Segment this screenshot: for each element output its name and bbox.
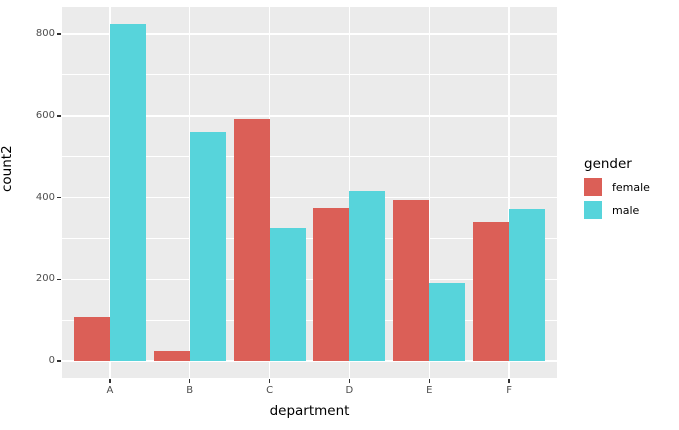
legend-item-female: female xyxy=(584,178,650,196)
x-axis-title: department xyxy=(269,403,350,419)
legend-items: female male xyxy=(584,178,650,219)
bar-A-male xyxy=(109,23,146,362)
bar-C-male xyxy=(269,228,306,362)
y-tick-mark xyxy=(57,278,61,281)
y-axis-title: count2 xyxy=(0,145,15,192)
plot-panel xyxy=(62,7,557,378)
gridline-vertical-F xyxy=(508,7,510,378)
x-tick-mark xyxy=(268,379,271,383)
bar-F-female xyxy=(473,221,510,362)
y-tick-mark xyxy=(57,360,61,362)
y-tick-label: 600 xyxy=(35,109,55,121)
x-tick-mark xyxy=(508,379,510,383)
gridline-major xyxy=(62,360,557,362)
y-tick-label: 400 xyxy=(35,191,55,203)
legend-swatch-female xyxy=(584,178,602,196)
x-tick-mark xyxy=(428,379,430,383)
gridline-major xyxy=(62,278,557,281)
gridline-minor xyxy=(62,237,557,239)
x-tick-label-C: C xyxy=(266,385,274,396)
x-tick-label-E: E xyxy=(426,385,433,396)
x-tick-mark xyxy=(109,379,111,383)
bar-D-male xyxy=(349,190,386,362)
gridline-minor xyxy=(62,74,557,76)
legend-item-male: male xyxy=(584,201,650,219)
gridline-major xyxy=(62,196,557,199)
y-tick-mark xyxy=(57,115,61,117)
x-tick-label-A: A xyxy=(106,385,114,396)
gridline-minor xyxy=(62,156,557,158)
gridline-major xyxy=(62,115,557,117)
y-tick-mark xyxy=(57,33,61,35)
legend: gender female male xyxy=(584,156,650,224)
bar-D-female xyxy=(313,207,350,362)
bar-B-male xyxy=(189,132,226,362)
y-tick-label: 800 xyxy=(35,28,55,40)
x-tick-mark xyxy=(348,379,351,383)
y-tick-label: 0 xyxy=(48,355,55,367)
y-tick-mark xyxy=(57,196,61,199)
gridline-vertical-C xyxy=(268,7,271,378)
gridline-major xyxy=(62,33,557,35)
bar-C-female xyxy=(233,118,270,362)
legend-label-male: male xyxy=(612,203,640,217)
legend-title: gender xyxy=(584,156,632,172)
legend-swatch-male xyxy=(584,201,602,219)
bar-A-female xyxy=(73,316,110,362)
y-tick-label: 200 xyxy=(35,273,55,285)
x-tick-label-F: F xyxy=(506,385,512,396)
x-tick-label-B: B xyxy=(186,385,194,396)
x-tick-mark xyxy=(188,379,191,383)
gridline-vertical-E xyxy=(428,7,430,378)
gridline-minor xyxy=(62,319,557,321)
bar-E-male xyxy=(429,283,466,362)
bar-B-female xyxy=(153,350,190,362)
bar-F-male xyxy=(509,208,546,362)
legend-label-female: female xyxy=(612,180,650,194)
bar-E-female xyxy=(393,200,430,362)
x-tick-label-D: D xyxy=(345,385,354,396)
